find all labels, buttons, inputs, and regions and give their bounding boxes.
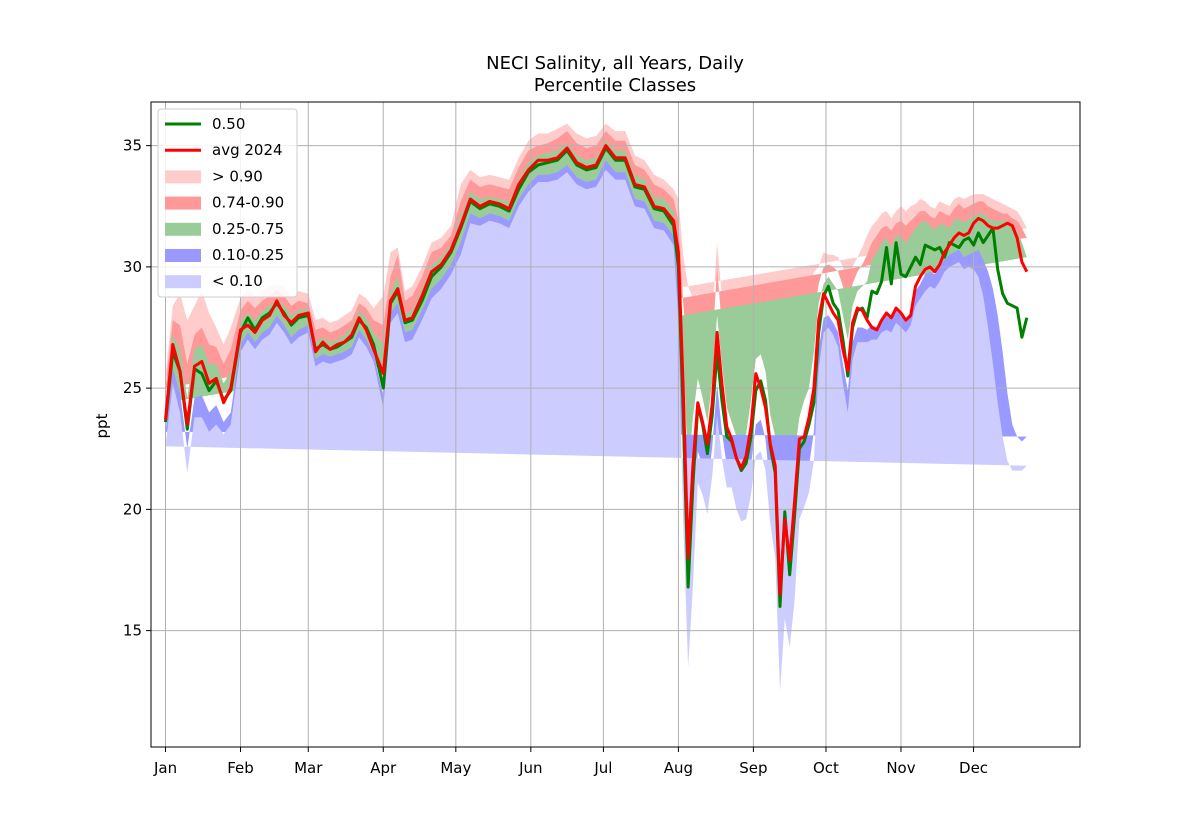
legend-band-swatch	[165, 275, 201, 289]
legend-band-swatch	[165, 249, 201, 262]
y-tick-label: 20	[123, 500, 142, 518]
y-tick-label: 25	[123, 379, 142, 397]
x-tick-label: Dec	[959, 759, 988, 777]
y-axis: 15 20 25 30 35	[123, 137, 151, 640]
y-tick-label: 35	[123, 137, 142, 155]
legend-band-swatch	[165, 196, 201, 210]
legend-label: > 0.90	[212, 167, 263, 185]
legend-label: 0.10-0.25	[212, 246, 284, 264]
legend-band-swatch	[165, 170, 201, 184]
legend-label: 0.50	[212, 115, 245, 133]
x-tick-label: Apr	[370, 759, 397, 777]
legend-label: avg 2024	[212, 141, 283, 159]
y-tick-label: 15	[123, 622, 142, 640]
band-below-p10	[165, 169, 1027, 692]
percentile-bands	[165, 123, 1027, 692]
x-tick-label: Nov	[886, 759, 915, 777]
chart-title: NECI Salinity, all Years, Daily	[486, 53, 744, 74]
x-tick-label: Jun	[518, 759, 542, 777]
x-tick-label: Feb	[227, 759, 254, 777]
x-tick-label: Sep	[739, 759, 767, 777]
x-tick-label: Jan	[153, 759, 177, 777]
x-tick-label: Mar	[294, 759, 323, 777]
y-axis-label: ppt	[93, 413, 111, 438]
legend-label: 0.25-0.75	[212, 220, 284, 238]
plot-frame	[150, 101, 1081, 748]
y-tick-label: 30	[123, 258, 142, 276]
x-tick-label: May	[440, 759, 471, 777]
legend-label: 0.74-0.90	[212, 194, 284, 212]
x-axis: Jan Feb Mar Apr May Jun Jul Aug Sep Oct Nov Dec	[153, 747, 988, 777]
x-tick-label: Oct	[813, 759, 839, 777]
chart-subtitle: Percentile Classes	[534, 75, 696, 96]
legend-band-swatch	[165, 222, 201, 236]
legend: 0.50 avg 2024 > 0.90 0.74-0.90 0.25-0.75 0.10…	[157, 108, 298, 298]
x-tick-label: Aug	[664, 759, 693, 777]
series-lines	[164, 144, 1029, 608]
avg-2024-line	[164, 144, 1029, 596]
x-tick-label: Jul	[593, 759, 612, 777]
legend-label: < 0.10	[212, 272, 263, 290]
